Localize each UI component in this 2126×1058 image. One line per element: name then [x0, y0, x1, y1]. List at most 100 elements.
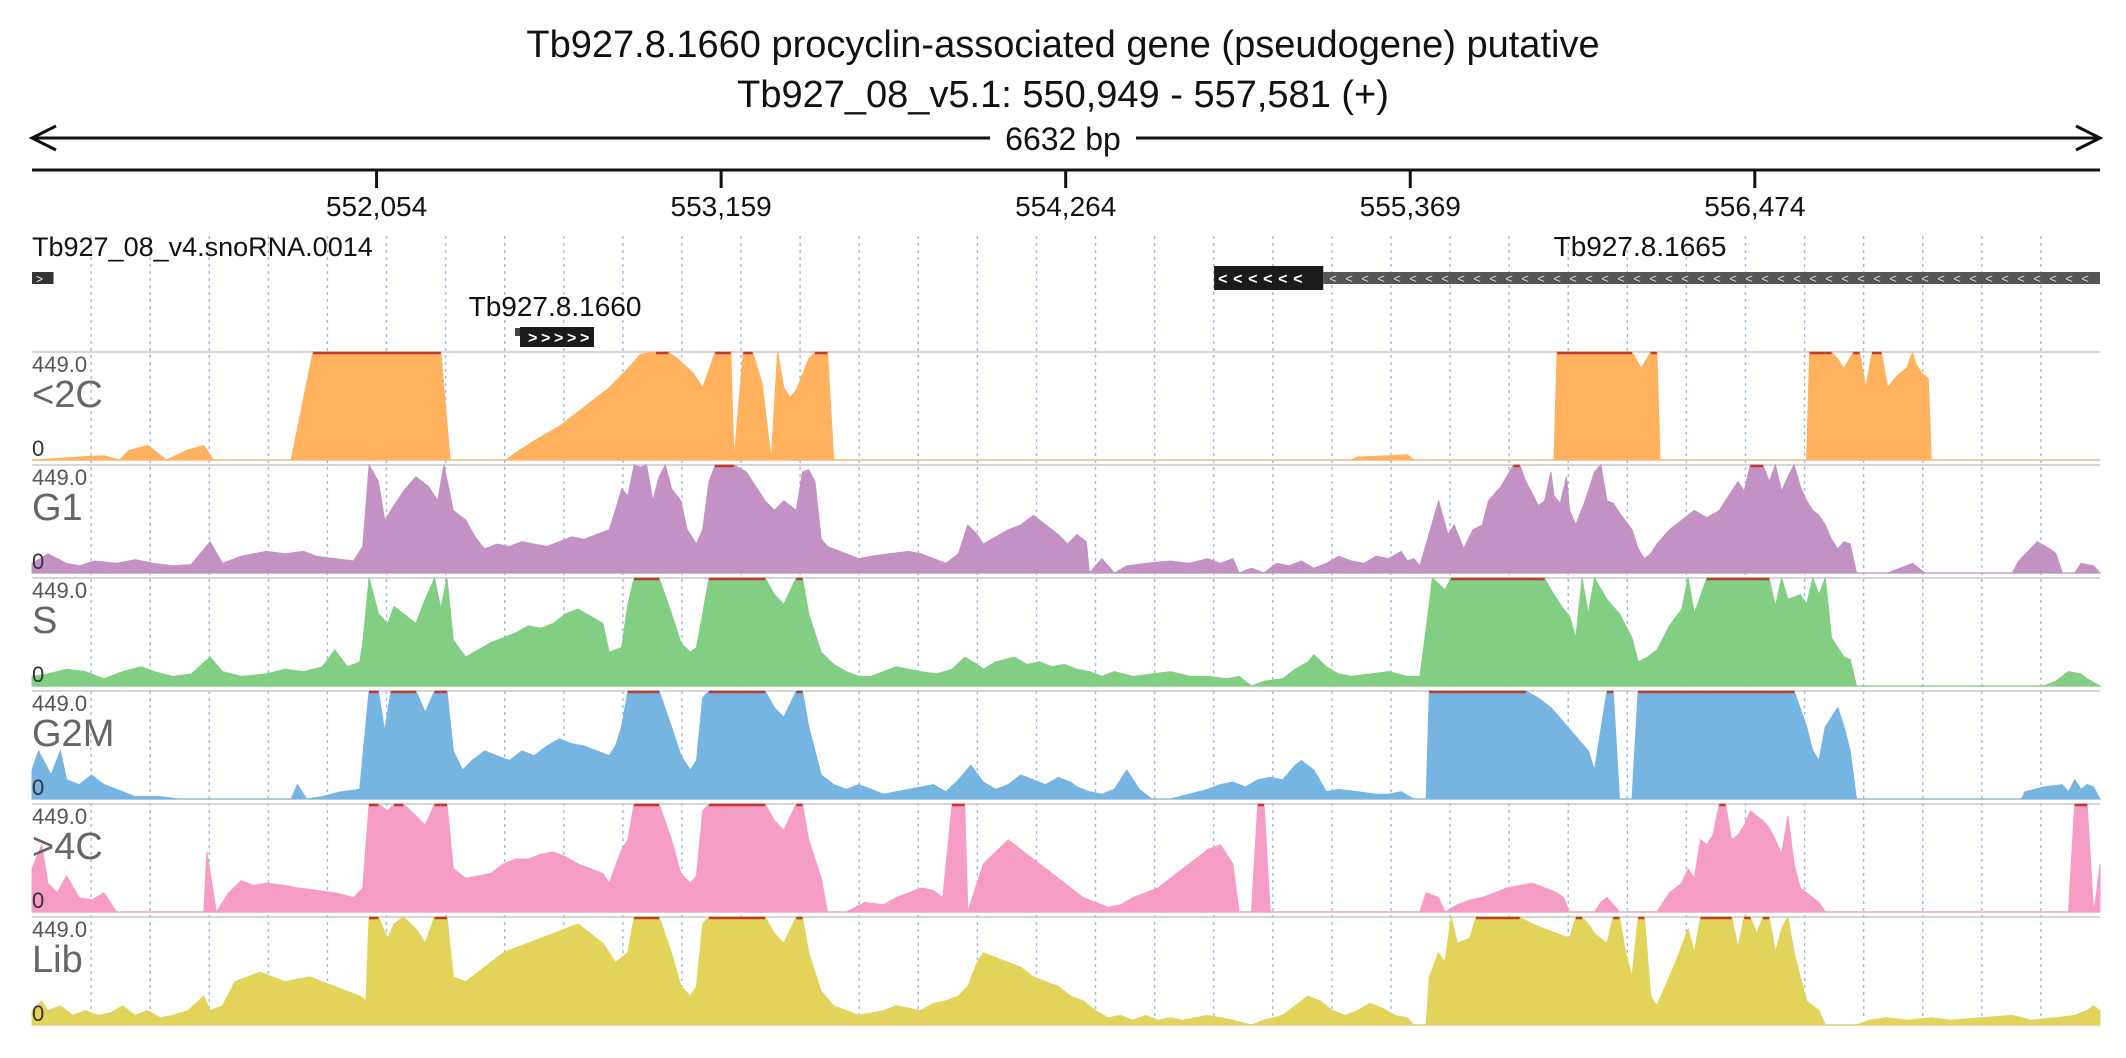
strand-arrow: <: [1521, 271, 1529, 286]
strand-arrow: <: [2065, 271, 2073, 286]
track-ymin-label: 0: [32, 775, 44, 800]
strand-arrow: <: [1601, 271, 1609, 286]
strand-arrow: <: [1889, 271, 1897, 286]
ruler-tick-label: 555,369: [1360, 191, 1461, 222]
strand-arrow: <: [1777, 271, 1785, 286]
ruler-tick-label: 553,159: [671, 191, 772, 222]
track-ymax-label: 449.0: [32, 578, 87, 603]
feature-label-1665: Tb927.8.1665: [1554, 231, 1727, 262]
ruler-tick-label: 552,054: [326, 191, 427, 222]
strand-arrow: <: [2049, 271, 2057, 286]
strand-arrow: <: [1681, 271, 1689, 286]
strand-arrow: <: [2081, 271, 2089, 286]
strand-arrow: <: [1809, 271, 1817, 286]
strand-arrow: <: [1457, 271, 1465, 286]
feature-1665-utr: [1323, 272, 2100, 284]
strand-arrow: <: [1713, 271, 1721, 286]
strand-arrow: <: [1857, 271, 1865, 286]
strand-arrow: >: [567, 330, 576, 347]
strand-arrow: <: [1263, 271, 1272, 288]
strand-arrow: <: [1921, 271, 1929, 286]
strand-arrow: >: [554, 330, 563, 347]
track-name-label: Lib: [32, 939, 83, 981]
gene-title: Tb927.8.1660 procyclin-associated gene (…: [526, 24, 1600, 66]
track-ymin-label: 0: [32, 549, 44, 574]
strand-arrow: <: [1248, 271, 1257, 288]
strand-arrow: <: [1377, 271, 1385, 286]
track-ymax-label: 449.0: [32, 804, 87, 829]
coverage-area-0: [31, 350, 2100, 461]
strand-arrow: <: [1873, 271, 1881, 286]
track-ymax-label: 449.0: [32, 465, 87, 490]
strand-arrow: <: [1793, 271, 1801, 286]
track-name-label: S: [32, 600, 57, 642]
strand-arrow: <: [1905, 271, 1913, 286]
ruler-tick-label: 556,474: [1704, 191, 1805, 222]
strand-arrow: <: [1585, 271, 1593, 286]
strand-arrow: <: [1345, 271, 1353, 286]
span-arrow-right: [2075, 124, 2104, 152]
strand-arrow: <: [1729, 271, 1737, 286]
strand-arrow: <: [1569, 271, 1577, 286]
track-ymin-label: 0: [32, 1001, 44, 1026]
strand-arrow: <: [1361, 271, 1369, 286]
strand-arrow: <: [1985, 271, 1993, 286]
strand-arrow: >: [528, 330, 537, 347]
strand-arrow: <: [1745, 271, 1753, 286]
strand-arrow: <: [1697, 271, 1705, 286]
strand-arrow: <: [1278, 271, 1287, 288]
strand-arrow: <: [1937, 271, 1945, 286]
feature-1660-utr: [515, 328, 523, 336]
strand-arrow: <: [2001, 271, 2009, 286]
strand-arrow: <: [1489, 271, 1497, 286]
gene-location: Tb927_08_v5.1: 550,949 - 557,581 (+): [737, 74, 1389, 116]
strand-arrow: >: [580, 330, 589, 347]
coverage-area-5: [31, 915, 2101, 1026]
track-ymin-label: 0: [32, 662, 44, 687]
strand-arrow: <: [1393, 271, 1401, 286]
strand-arrow: >: [36, 272, 43, 286]
strand-arrow: <: [1633, 271, 1641, 286]
strand-arrow: <: [1329, 271, 1337, 286]
strand-arrow: <: [1218, 271, 1227, 288]
strand-arrow: >: [541, 330, 550, 347]
track-ymax-label: 449.0: [32, 917, 87, 942]
ruler-tick-label: 554,264: [1015, 191, 1116, 222]
track-name-label: G2M: [32, 713, 114, 755]
strand-arrow: <: [2033, 271, 2041, 286]
strand-arrow: <: [1505, 271, 1513, 286]
feature-label-1660: Tb927.8.1660: [469, 291, 642, 322]
track-name-label: >4C: [32, 826, 103, 868]
strand-arrow: <: [1553, 271, 1561, 286]
feature-1665-cds: [1214, 266, 1324, 290]
track-ymin-label: 0: [32, 436, 44, 461]
track-name-label: <2C: [32, 374, 103, 416]
strand-arrow: <: [2017, 271, 2025, 286]
track-ymin-label: 0: [32, 888, 44, 913]
strand-arrow: <: [1617, 271, 1625, 286]
strand-arrow: <: [1473, 271, 1481, 286]
strand-arrow: <: [1761, 271, 1769, 286]
strand-arrow: <: [1969, 271, 1977, 286]
strand-arrow: <: [1841, 271, 1849, 286]
track-ymax-label: 449.0: [32, 352, 87, 377]
coverage-area-1: [31, 463, 2102, 575]
coverage-area-2: [31, 576, 2102, 687]
strand-arrow: <: [1537, 271, 1545, 286]
strand-arrow: <: [1825, 271, 1833, 286]
strand-arrow: <: [1441, 271, 1449, 286]
strand-arrow: <: [1665, 271, 1673, 286]
coverage-area-4: [31, 803, 2101, 914]
strand-arrow: <: [1293, 271, 1302, 288]
coverage-area-3: [31, 690, 2101, 800]
feature-snorna: [32, 272, 54, 284]
track-ymax-label: 449.0: [32, 691, 87, 716]
span-label: 6632 bp: [1005, 121, 1121, 157]
span-arrow-left: [28, 124, 57, 152]
feature-label-snorna: Tb927_08_v4.snoRNA.0014: [32, 232, 373, 262]
strand-arrow: <: [1649, 271, 1657, 286]
track-name-label: G1: [32, 487, 83, 529]
strand-arrow: <: [1425, 271, 1433, 286]
